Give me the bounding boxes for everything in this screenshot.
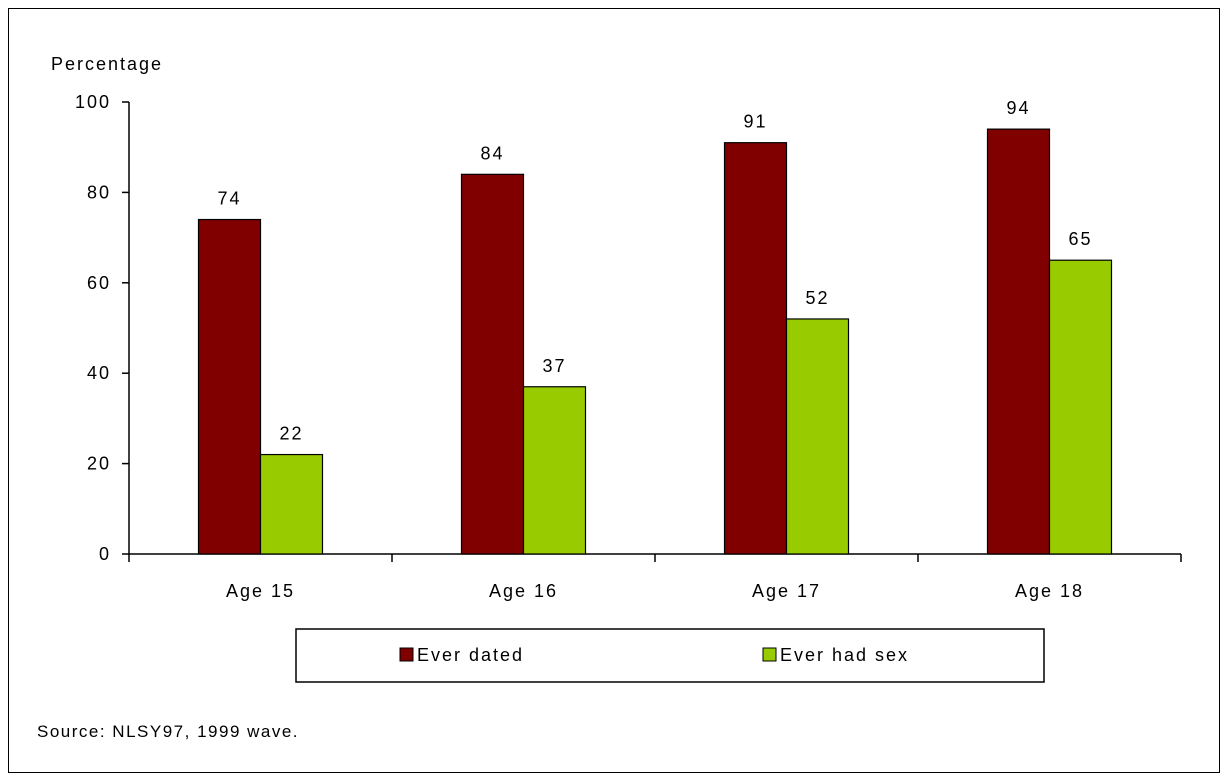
x-axis: Age 15 Age 16 Age 17 Age 18 [128, 553, 1182, 601]
source-note: Source: NLSY97, 1999 wave. [37, 722, 300, 741]
legend-swatch [399, 647, 414, 662]
y-tick-label: 100 [75, 92, 111, 112]
data-label: 65 [1068, 229, 1092, 249]
data-label: 84 [480, 143, 504, 163]
legend: Ever dated Ever had sex [295, 628, 1045, 683]
y-tick-label: 60 [87, 273, 111, 293]
legend-swatch [762, 647, 777, 662]
legend-label: Ever dated [417, 645, 524, 665]
bar [986, 128, 1051, 555]
bar [259, 453, 324, 555]
data-label: 37 [542, 356, 566, 376]
legend-box [295, 628, 1045, 683]
bar [460, 173, 525, 555]
y-axis: 0 20 40 60 80 100 [75, 92, 130, 564]
y-tick-label: 40 [87, 363, 111, 383]
x-tick-label: Age 18 [1015, 581, 1084, 601]
x-tick-label: Age 17 [752, 581, 821, 601]
x-tick-label: Age 15 [226, 581, 295, 601]
y-axis-label: Percentage [51, 54, 163, 74]
data-label: 94 [1006, 98, 1030, 118]
bar [723, 142, 788, 555]
y-tick-label: 0 [99, 544, 111, 564]
bars: 74 84 91 94 22 37 52 65 [197, 98, 1113, 555]
bar [785, 318, 850, 555]
x-tick-label: Age 16 [489, 581, 558, 601]
y-tick-label: 20 [87, 454, 111, 474]
legend-label: Ever had sex [780, 645, 909, 665]
data-label: 91 [743, 112, 767, 132]
data-label: 74 [217, 189, 241, 209]
bar [197, 218, 262, 555]
y-tick-label: 80 [87, 182, 111, 202]
data-label: 22 [279, 424, 303, 444]
bar [1048, 259, 1113, 555]
data-label: 52 [805, 288, 829, 308]
bar [522, 386, 587, 555]
